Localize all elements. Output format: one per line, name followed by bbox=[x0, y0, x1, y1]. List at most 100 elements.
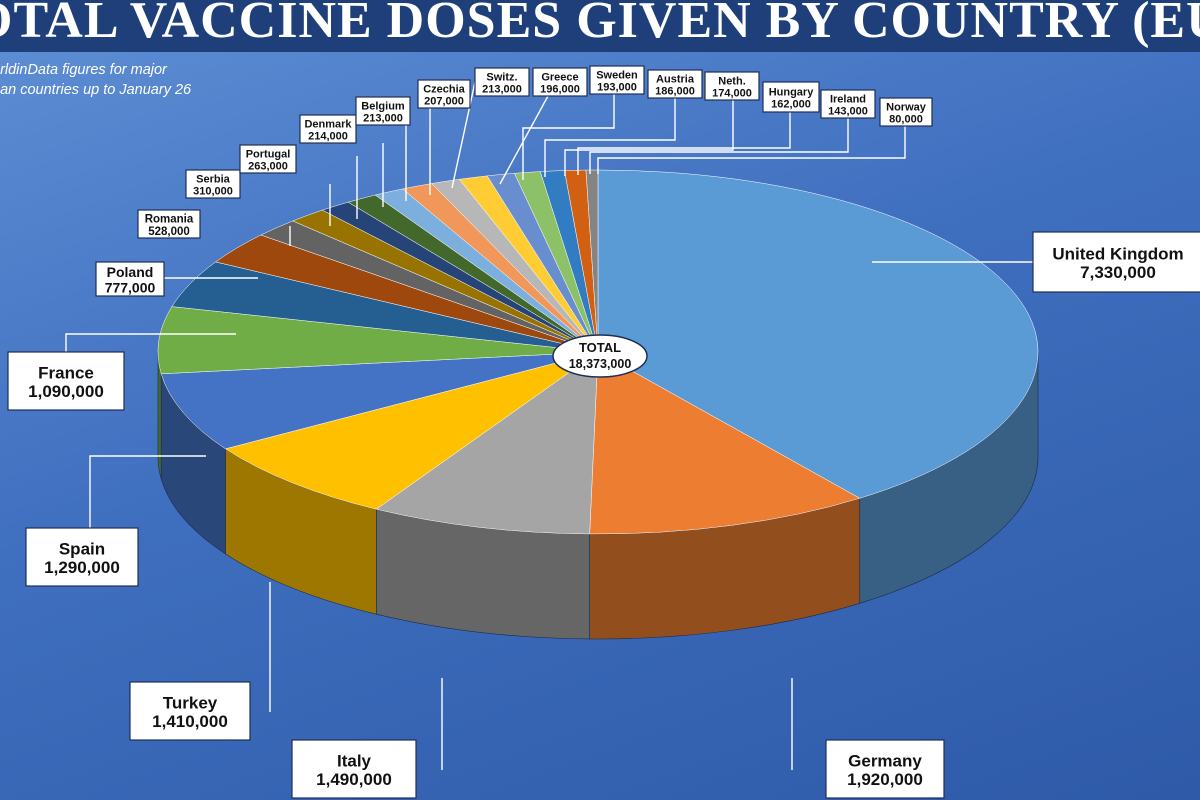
label-box bbox=[704, 71, 760, 101]
leader-line bbox=[499, 95, 549, 185]
label-value: 214,000 bbox=[308, 130, 348, 142]
label-value: 1,410,000 bbox=[152, 712, 228, 731]
leader-line bbox=[589, 118, 849, 174]
label-value: 7,330,000 bbox=[1080, 263, 1156, 282]
label-box bbox=[647, 69, 703, 99]
label-country: Hungary bbox=[769, 86, 815, 98]
label-value: 213,000 bbox=[363, 112, 403, 124]
label-value: 80,000 bbox=[889, 113, 923, 125]
subtitle-line-2: ean countries up to January 26 bbox=[0, 82, 192, 98]
label-country: United Kingdom bbox=[1052, 244, 1183, 263]
label-box bbox=[137, 209, 201, 239]
label-box bbox=[291, 739, 417, 799]
label-country: Germany bbox=[848, 751, 922, 770]
label-country: Portugal bbox=[246, 148, 291, 160]
label-box bbox=[239, 144, 297, 174]
title-bar: OTAL VACCINE DOSES GIVEN BY COUNTRY (EUR… bbox=[0, 0, 1200, 52]
label-value: 193,000 bbox=[597, 81, 637, 93]
slice-label: Neth.174,000 bbox=[704, 71, 760, 101]
label-country: Neth. bbox=[718, 75, 746, 87]
label-country: Switz. bbox=[486, 71, 517, 83]
label-country: Austria bbox=[656, 73, 695, 85]
leader-line bbox=[597, 126, 906, 174]
label-country: France bbox=[38, 363, 94, 382]
label-box bbox=[589, 65, 645, 95]
label-box bbox=[474, 67, 530, 97]
label-value: 186,000 bbox=[655, 85, 695, 97]
leader-line bbox=[564, 100, 734, 176]
label-value: 263,000 bbox=[248, 160, 288, 172]
leader-line bbox=[577, 112, 791, 175]
leader-line bbox=[451, 81, 476, 189]
label-box bbox=[129, 681, 251, 741]
pie-slice bbox=[224, 351, 599, 510]
slice-label: Switz.213,000 bbox=[474, 67, 530, 97]
pie-slice bbox=[160, 351, 599, 450]
label-value: 310,000 bbox=[193, 185, 233, 197]
total-label: TOTAL bbox=[579, 340, 621, 355]
label-country: Czechia bbox=[423, 83, 465, 95]
label-box bbox=[25, 527, 139, 587]
label-country: Sweden bbox=[596, 69, 638, 81]
label-box bbox=[762, 81, 820, 113]
label-box bbox=[299, 114, 357, 144]
pie-slice bbox=[375, 351, 599, 535]
pie-slice bbox=[157, 306, 599, 375]
leader-line bbox=[544, 98, 676, 177]
label-country: Norway bbox=[886, 101, 927, 113]
label-value: 528,000 bbox=[148, 226, 190, 238]
label-value: 1,920,000 bbox=[847, 770, 923, 789]
total-ellipse bbox=[552, 334, 648, 378]
label-country: Romania bbox=[145, 213, 194, 225]
label-value: 207,000 bbox=[424, 95, 464, 107]
label-box bbox=[95, 261, 165, 297]
label-box bbox=[417, 79, 471, 109]
total-badge: TOTAL 18,373,000 bbox=[552, 334, 648, 378]
label-value: 213,000 bbox=[482, 83, 522, 95]
chart-subtitle: orldinData figures for major ean countri… bbox=[0, 60, 282, 100]
label-country: Poland bbox=[107, 264, 154, 280]
label-value: 143,000 bbox=[828, 105, 868, 117]
label-value: 162,000 bbox=[771, 98, 811, 110]
label-value: 777,000 bbox=[105, 279, 156, 295]
label-box bbox=[355, 96, 411, 126]
label-box bbox=[820, 89, 876, 119]
label-country: Denmark bbox=[304, 118, 352, 130]
label-value: 196,000 bbox=[540, 83, 580, 95]
label-country: Belgium bbox=[361, 100, 405, 112]
total-value: 18,373,000 bbox=[569, 357, 632, 371]
pie-slices bbox=[157, 169, 1039, 535]
label-country: Greece bbox=[541, 71, 578, 83]
label-box bbox=[7, 351, 125, 411]
label-country: Turkey bbox=[163, 693, 218, 712]
label-value: 1,290,000 bbox=[44, 558, 120, 577]
label-box bbox=[185, 169, 241, 199]
label-box bbox=[1032, 231, 1200, 293]
pie-slice bbox=[597, 169, 1039, 499]
label-country: Serbia bbox=[196, 173, 231, 185]
subtitle-line-1: orldinData figures for major bbox=[0, 62, 167, 78]
label-box bbox=[532, 67, 588, 97]
label-country: Ireland bbox=[830, 93, 866, 105]
